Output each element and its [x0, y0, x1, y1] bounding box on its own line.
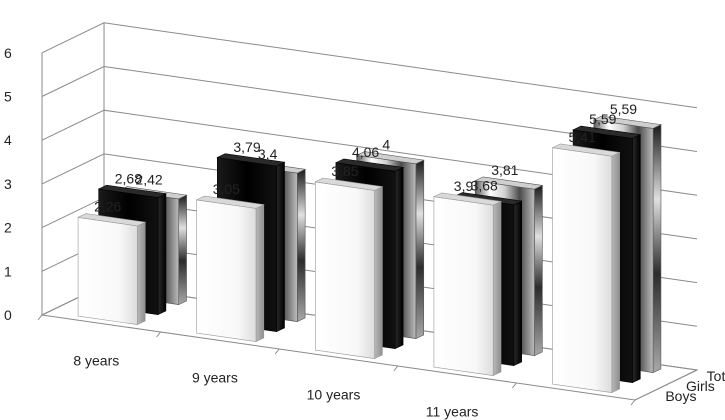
data-label: 4,06 [352, 144, 379, 160]
data-label: 2,26 [94, 199, 121, 215]
x-tick-label: 9 years [192, 370, 238, 386]
x-tick-mark [37, 314, 43, 321]
y-tick-label: 2 [4, 220, 12, 236]
y-tick-label: 1 [4, 263, 12, 279]
data-label: 2,42 [135, 172, 162, 188]
x-tick-mark [393, 365, 399, 372]
data-label: 4 [382, 137, 390, 153]
y-tick-label: 5 [4, 89, 12, 105]
bar-boys-3 [314, 177, 384, 360]
x-tick-mark [156, 331, 161, 338]
data-label: 3,81 [491, 162, 518, 178]
series-axis-label: Boys [665, 388, 696, 404]
x-tick-mark [512, 382, 517, 389]
x-tick-label: 8 years [73, 353, 119, 369]
bar-boys-4 [432, 192, 503, 377]
y-tick-label: 4 [4, 132, 12, 148]
series-axis-label: Total [707, 368, 725, 384]
bar-boys-1 [77, 213, 147, 326]
x-tick-mark [274, 348, 280, 355]
x-tick-mark [630, 399, 636, 406]
series-axis-line [634, 369, 698, 401]
data-label: 3,79 [233, 139, 260, 155]
data-label: 2,68 [115, 170, 142, 186]
series-axis-label: Girls [686, 378, 715, 394]
data-label: 3,85 [331, 163, 358, 179]
data-label: 5,59 [610, 101, 637, 117]
data-label: 3,4 [258, 146, 278, 162]
x-tick-label: 10 years [307, 387, 361, 403]
data-label: 3,68 [471, 178, 498, 194]
x-tick-label: 11 years [426, 404, 479, 420]
y-tick-label: 6 [4, 45, 12, 61]
data-label: 5,59 [589, 111, 616, 127]
data-label: 3,05 [213, 181, 240, 197]
gridline [41, 22, 698, 109]
data-label: 3,9 [454, 178, 474, 194]
y-tick-label: 3 [4, 176, 12, 192]
bar-boys-2 [195, 195, 265, 343]
y-tick-label: 0 [4, 307, 12, 323]
data-label: 5,41 [569, 129, 596, 145]
bar-boys-5 [551, 143, 621, 394]
